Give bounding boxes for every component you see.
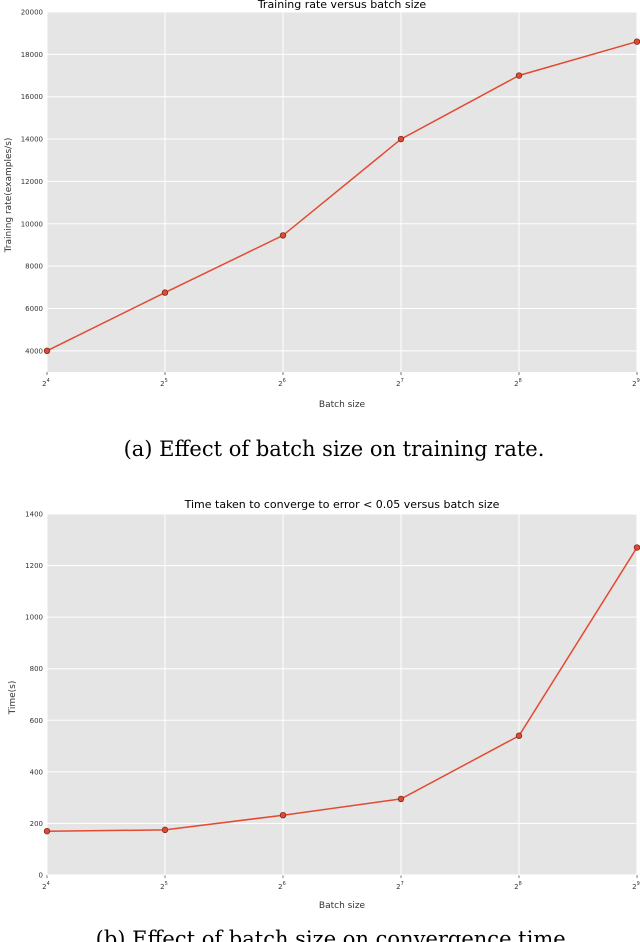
chart-title: Training rate versus batch size (257, 0, 427, 11)
y-tick-label: 18000 (21, 51, 43, 59)
y-tick-label: 1400 (25, 511, 43, 519)
y-tick-label: 8000 (25, 263, 43, 271)
series-line (46, 547, 638, 832)
data-point (397, 135, 405, 143)
data-point (43, 347, 51, 355)
x-tick-label: 24 (42, 378, 50, 388)
x-tick-label: 28 (514, 881, 522, 891)
x-tick-label: 28 (514, 378, 522, 388)
data-point (515, 72, 523, 79)
chart-2: 24 25 26 27 28 29 0 200 400 600 800 1000 1200 1400 Tim… (8, 498, 640, 942)
y-tick-label: 600 (30, 717, 43, 725)
plot-area (47, 514, 637, 875)
y-tick-label: 16000 (21, 93, 43, 101)
y-tick-label: 400 (30, 768, 43, 776)
data-point (515, 732, 523, 739)
y-tick-label: 200 (30, 820, 43, 828)
y-tick-label: 12000 (21, 178, 43, 186)
y-tick-label: 20000 (21, 9, 43, 17)
data-point (43, 827, 51, 835)
x-tick-label: 25 (160, 881, 168, 891)
y-tick-label: 1000 (25, 614, 43, 622)
x-tick-label: 25 (160, 378, 168, 388)
data-point (397, 795, 405, 803)
data-point (161, 826, 169, 834)
y-tick-label: 0 (39, 872, 43, 880)
data-point (633, 544, 640, 551)
y-tick-label: 10000 (21, 220, 43, 228)
y-tick-label: 1200 (25, 562, 43, 570)
chart-title: Time taken to converge to error < 0.05 v… (184, 498, 500, 511)
figure-caption: (b) Effect of batch size on convergence … (96, 927, 573, 942)
y-axis-label: Training rate(examples/s) (4, 138, 14, 254)
data-point (279, 811, 287, 819)
x-tick-label: 29 (632, 881, 640, 891)
figure-caption: (a) Effect of batch size on training rat… (124, 437, 545, 461)
x-tick-label: 26 (278, 378, 286, 388)
x-tick-label: 27 (396, 378, 404, 388)
x-axis-label: Batch size (319, 901, 366, 911)
x-tick-label: 26 (278, 881, 286, 891)
y-tick-label: 4000 (25, 347, 43, 355)
y-tick-label: 800 (30, 665, 43, 673)
series-line (46, 40, 638, 352)
x-tick-label: 24 (42, 881, 50, 891)
chart-1: 24 25 26 27 28 29 4000 6000 8000 10000 12000 14000 1… (4, 0, 640, 461)
y-axis-label: Time(s) (8, 681, 18, 716)
x-axis-label: Batch size (319, 400, 366, 410)
y-tick-label: 14000 (21, 136, 43, 144)
data-point (279, 232, 287, 239)
data-point (633, 38, 640, 45)
x-tick-label: 29 (632, 378, 640, 388)
plot-area (47, 12, 637, 372)
x-tick-label: 27 (396, 881, 404, 891)
data-point (161, 289, 169, 296)
y-tick-label: 6000 (25, 305, 43, 313)
